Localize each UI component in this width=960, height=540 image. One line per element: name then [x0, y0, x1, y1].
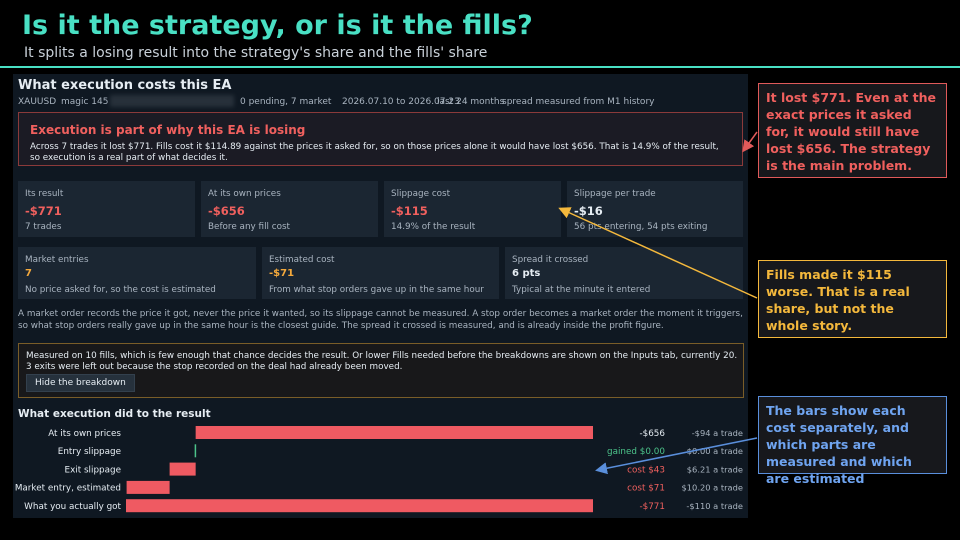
card-value: -$771	[25, 204, 62, 218]
redacted-ea-name	[110, 95, 234, 107]
card-slippage-cost: Slippage cost -$115 14.9% of the result	[384, 181, 561, 237]
bar-value-label: -$771	[639, 502, 665, 512]
card-value: -$16	[574, 204, 603, 218]
alert-body: Across 7 trades it lost $771. Fills cost…	[30, 142, 719, 163]
bar-mark	[126, 480, 170, 494]
card-label: Slippage cost	[391, 189, 451, 199]
card-own-prices: At its own prices -$656 Before any fill …	[201, 181, 378, 237]
alert-box: Execution is part of why this EA is losi…	[18, 112, 743, 166]
callout-strategy: It lost $771. Even at the exact prices i…	[758, 83, 947, 178]
sample-size-text: Measured on 10 fills, which is few enoug…	[26, 351, 738, 372]
panel-title: What execution costs this EA	[18, 78, 232, 93]
meta-spread-source: spread measured from M1 history	[502, 97, 655, 107]
callout-fills: Fills made it $115 worse. That is a real…	[758, 260, 947, 338]
meta-symbol: XAUUSD	[18, 97, 57, 107]
meta-dates: 2026.07.10 to 2026.07.23	[342, 97, 460, 107]
card-note: From what stop orders gave up in the sam…	[269, 285, 484, 295]
bar-mark	[126, 499, 593, 513]
card-note: 7 trades	[25, 222, 62, 232]
bar-category-label: Market entry, estimated	[15, 484, 121, 494]
execution-cost-panel: What execution costs this EA XAUUSD magi…	[13, 74, 748, 518]
card-value: -$656	[208, 204, 245, 218]
callout-bars: The bars show each cost separately, and …	[758, 396, 947, 486]
bar-value-label: cost $71	[627, 484, 665, 494]
card-value: -$115	[391, 204, 428, 218]
bar-value-label: gained $0.00	[607, 447, 665, 457]
bar-category-label: What you actually got	[24, 502, 121, 512]
card-label: Slippage per trade	[574, 189, 656, 199]
card-its-result: Its result -$771 7 trades	[18, 181, 195, 237]
explanation-text: A market order records the price it got,…	[18, 309, 743, 331]
bar-mark	[194, 444, 197, 458]
bar-mark	[195, 426, 593, 439]
card-label: Market entries	[25, 255, 89, 265]
bar-category-label: Exit slippage	[65, 465, 121, 475]
hide-breakdown-button[interactable]: Hide the breakdown	[26, 374, 135, 392]
header-divider	[0, 66, 960, 68]
meta-window: last 24 months	[437, 97, 505, 107]
card-market-entries: Market entries 7 No price asked for, so …	[18, 247, 256, 299]
card-slippage-per-trade: Slippage per trade -$16 56 pts entering,…	[567, 181, 743, 237]
card-value: 6 pts	[512, 268, 541, 279]
bar-category-label: Entry slippage	[58, 447, 121, 457]
alert-title: Execution is part of why this EA is losi…	[30, 123, 306, 137]
meta-orders: 0 pending, 7 market	[240, 97, 332, 107]
card-value: 7	[25, 268, 32, 279]
bar-per-trade-label: -$110 a trade	[686, 501, 743, 511]
bar-per-trade-label: $10.20 a trade	[681, 483, 743, 493]
card-note: No price asked for, so the cost is estim…	[25, 285, 216, 295]
card-note: 56 pts entering, 54 pts exiting	[574, 222, 708, 232]
bar-value-label: -$656	[639, 429, 665, 439]
card-label: Its result	[25, 189, 64, 199]
bars-section-title: What execution did to the result	[18, 408, 211, 420]
sample-size-notice: Measured on 10 fills, which is few enoug…	[18, 343, 744, 398]
card-label: Estimated cost	[269, 255, 335, 265]
bar-category-label: At its own prices	[48, 429, 121, 439]
card-note: Typical at the minute it entered	[512, 285, 651, 295]
card-label: At its own prices	[208, 189, 281, 199]
bar-mark	[169, 462, 196, 476]
card-label: Spread it crossed	[512, 255, 589, 265]
card-spread-crossed: Spread it crossed 6 pts Typical at the m…	[505, 247, 743, 299]
bar-value-label: cost $43	[627, 465, 665, 475]
page-title: Is it the strategy, or is it the fills?	[22, 10, 533, 41]
card-value: -$71	[269, 268, 295, 279]
card-note: Before any fill cost	[208, 222, 291, 232]
page-subtitle: It splits a losing result into the strat…	[24, 45, 488, 61]
execution-bar-chart: At its own prices -$656 -$94 a trade Entry …	[15, 426, 743, 513]
bar-per-trade-label: $0.00 a trade	[687, 446, 743, 456]
card-note: 14.9% of the result	[391, 222, 476, 232]
bar-per-trade-label: $6.21 a trade	[687, 464, 743, 474]
bar-per-trade-label: -$94 a trade	[692, 428, 743, 438]
meta-magic: magic 145	[61, 97, 109, 107]
card-estimated-cost: Estimated cost -$71 From what stop order…	[262, 247, 499, 299]
